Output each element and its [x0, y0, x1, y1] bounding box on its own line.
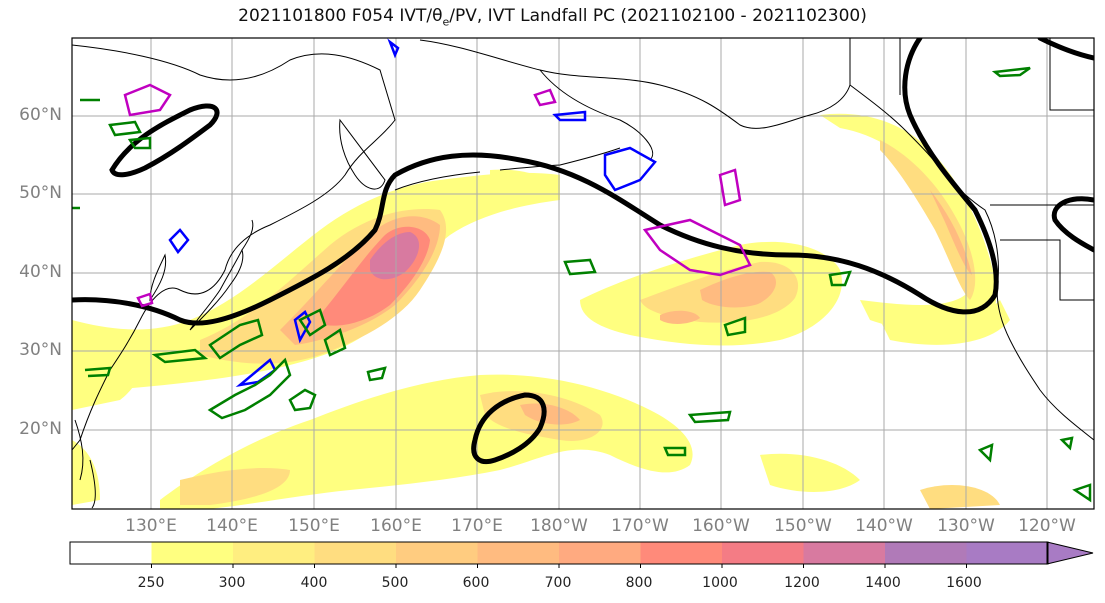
colorbar-extend-arrow — [1046, 541, 1094, 565]
colorbar — [69, 541, 1094, 568]
colorbar-tick-500: 500 — [381, 575, 409, 591]
colorbar-segment — [233, 542, 315, 564]
colorbar-tick-1400: 1400 — [865, 575, 901, 591]
lat-label-60n: 60°N — [19, 105, 62, 125]
lon-label-130w: 130°W — [937, 516, 995, 536]
colorbar-segment — [722, 542, 804, 564]
lon-label-150w: 150°W — [774, 516, 832, 536]
lat-label-50n: 50°N — [19, 183, 62, 203]
colorbar-segment — [70, 542, 152, 564]
map-title: 2021101800 F054 IVT/θe/PV, IVT Landfall … — [238, 6, 867, 29]
gridlines — [72, 38, 1094, 509]
colorbar-segment — [477, 542, 560, 564]
colorbar-segment — [151, 542, 234, 564]
coastlines — [72, 38, 1094, 509]
colorbar-segment — [640, 542, 723, 564]
lon-label-150e: 150°E — [288, 516, 340, 536]
lon-label-120w: 120°W — [1018, 516, 1076, 536]
colorbar-segment — [314, 542, 397, 564]
lon-label-140e: 140°E — [206, 516, 258, 536]
colorbar-tick-700: 700 — [544, 575, 572, 591]
lat-label-20n: 20°N — [19, 419, 62, 439]
lon-label-170w: 170°W — [611, 516, 669, 536]
colorbar-segment — [559, 542, 641, 564]
colorbar-tick-400: 400 — [300, 575, 328, 591]
colorbar-segment — [396, 542, 478, 564]
lon-label-160w: 160°W — [692, 516, 750, 536]
colorbar-tick-1600: 1600 — [946, 575, 982, 591]
colorbar-tick-1200: 1200 — [784, 575, 820, 591]
colorbar-segment — [885, 542, 967, 564]
colorbar-tick-1000: 1000 — [702, 575, 738, 591]
lat-label-40n: 40°N — [19, 262, 62, 282]
lat-label-30n: 30°N — [19, 340, 62, 360]
lon-label-170e: 170°E — [451, 516, 503, 536]
pv-contours — [72, 38, 1092, 503]
colorbar-segment — [803, 542, 886, 564]
colorbar-tick-300: 300 — [218, 575, 246, 591]
colorbar-tick-800: 800 — [625, 575, 653, 591]
map-frame — [71, 37, 1095, 510]
theta-e-contours — [72, 38, 1094, 465]
lon-label-140w: 140°W — [855, 516, 913, 536]
colorbar-segment — [966, 542, 1049, 564]
colorbar-tick-250: 250 — [137, 575, 165, 591]
lon-label-130e: 130°E — [125, 516, 177, 536]
lon-label-160e: 160°E — [370, 516, 422, 536]
lon-label-180w: 180°W — [530, 516, 588, 536]
colorbar-tick-600: 600 — [462, 575, 490, 591]
